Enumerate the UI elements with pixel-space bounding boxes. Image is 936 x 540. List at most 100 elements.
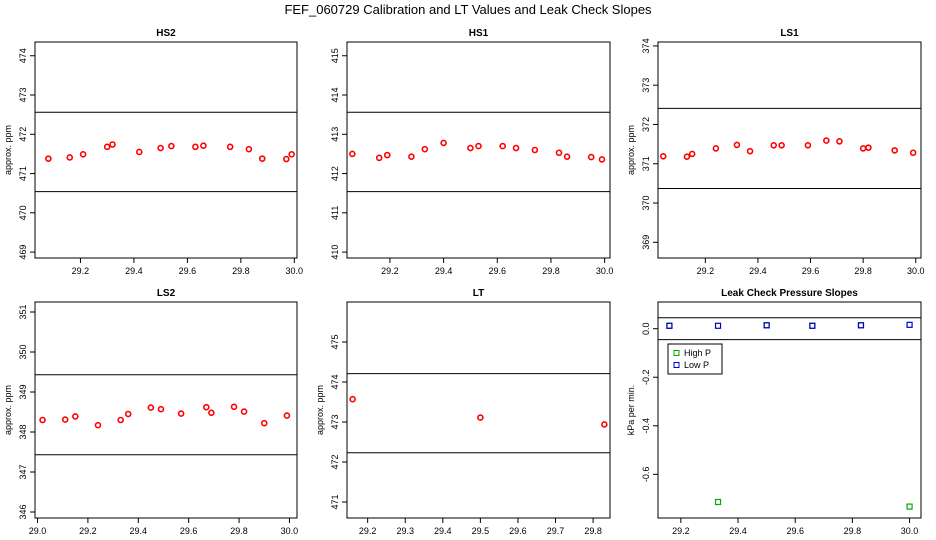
data-point: [477, 414, 484, 421]
data-point: [79, 151, 87, 158]
chart-title: HS2: [156, 28, 176, 39]
x-tick-label: 29.4: [749, 266, 767, 276]
y-tick-label: 347: [18, 464, 28, 479]
data-point: [836, 138, 843, 145]
chart-panel: [342, 301, 611, 523]
data-point: [906, 321, 913, 328]
y-tick-label: 372: [641, 117, 651, 132]
x-tick-label: 29.4: [434, 526, 452, 536]
chart-panel: [30, 301, 298, 523]
x-tick-label: 29.6: [179, 266, 197, 276]
data-point: [230, 403, 238, 411]
data-point: [601, 421, 608, 428]
data-point: [208, 409, 215, 417]
x-tick-label: 29.2: [359, 526, 377, 536]
data-point: [809, 322, 816, 329]
data-point: [258, 155, 266, 162]
y-tick-label: 471: [330, 494, 340, 509]
y-tick-label: 370: [641, 196, 651, 211]
x-tick-label: 30.0: [281, 526, 299, 536]
x-tick-label: 29.8: [584, 526, 602, 536]
y-tick-label: 371: [641, 156, 651, 171]
x-tick-label: 29.8: [230, 526, 248, 536]
y-tick-label: 415: [330, 48, 340, 63]
chart-title: LT: [473, 288, 484, 299]
data-point: [688, 150, 696, 158]
y-tick-label: 472: [18, 127, 28, 142]
data-point: [891, 147, 899, 154]
plot-frame: [34, 41, 298, 259]
data-point: [909, 149, 917, 157]
data-point: [157, 405, 165, 413]
data-point: [288, 151, 295, 158]
x-tick-label: 29.4: [729, 526, 747, 536]
data-point: [421, 145, 429, 153]
x-tick-label: 29.7: [547, 526, 565, 536]
data-point: [659, 152, 667, 160]
data-point: [746, 147, 754, 155]
plot-frame: [34, 301, 298, 519]
data-point: [408, 153, 415, 160]
data-point: [383, 151, 391, 159]
x-tick-label: 29.8: [844, 526, 862, 536]
data-point: [72, 413, 79, 420]
y-tick-label: 374: [641, 38, 651, 53]
data-point: [283, 412, 291, 419]
data-point: [857, 322, 865, 329]
chart-panel: [30, 41, 298, 263]
y-tick-label: -0.6: [641, 467, 651, 483]
y-tick-label: 411: [330, 206, 340, 220]
y-tick-label: 348: [18, 424, 28, 439]
y-axis-label: approx. ppm: [626, 125, 636, 175]
data-point: [39, 416, 46, 424]
x-tick-label: 29.8: [232, 266, 250, 276]
x-tick-label: 29.8: [854, 266, 872, 276]
y-tick-label: -0.2: [641, 369, 651, 385]
x-tick-label: 29.0: [29, 526, 47, 536]
data-point: [531, 146, 539, 154]
x-tick-label: 30.0: [286, 266, 304, 276]
x-tick-label: 29.4: [125, 266, 143, 276]
data-point: [94, 421, 102, 429]
x-tick-label: 29.6: [786, 526, 804, 536]
data-point: [733, 141, 741, 149]
y-axis-label: approx. ppm: [315, 385, 325, 435]
plot-frame: [657, 301, 922, 519]
data-point: [226, 143, 234, 151]
data-point: [587, 153, 595, 161]
x-tick-label: 29.5: [472, 526, 490, 536]
data-point: [714, 322, 722, 329]
chart-title: LS1: [780, 28, 799, 39]
x-tick-label: 29.2: [72, 266, 90, 276]
y-tick-label: 473: [18, 88, 28, 103]
x-tick-label: 29.6: [489, 266, 507, 276]
x-tick-label: 30.0: [907, 266, 925, 276]
data-point: [260, 419, 268, 427]
data-point: [135, 148, 143, 156]
data-point: [598, 156, 606, 163]
y-tick-label: 412: [330, 166, 340, 181]
x-tick-label: 29.2: [697, 266, 715, 276]
data-point: [906, 503, 913, 510]
data-point: [61, 416, 69, 423]
y-tick-label: 351: [18, 304, 28, 319]
data-point: [168, 142, 175, 150]
data-point: [203, 403, 210, 411]
data-point: [857, 322, 865, 329]
data-point: [499, 142, 506, 150]
x-tick-label: 29.3: [396, 526, 414, 536]
y-tick-label: 0.0: [641, 322, 651, 335]
y-tick-label: 474: [330, 374, 340, 389]
x-tick-label: 29.8: [542, 266, 560, 276]
y-tick-label: 373: [641, 78, 651, 93]
figure-title: FEF_060729 Calibration and LT Values and…: [284, 2, 652, 17]
data-point: [66, 154, 74, 161]
y-tick-label: 349: [18, 384, 28, 399]
y-axis-label: approx. ppm: [3, 385, 13, 435]
data-point: [349, 150, 356, 158]
plot-frame: [657, 41, 922, 259]
chart-title: Leak Check Pressure Slopes: [721, 288, 858, 299]
data-point: [512, 144, 520, 152]
data-point: [683, 153, 691, 160]
y-tick-label: 346: [18, 504, 28, 519]
